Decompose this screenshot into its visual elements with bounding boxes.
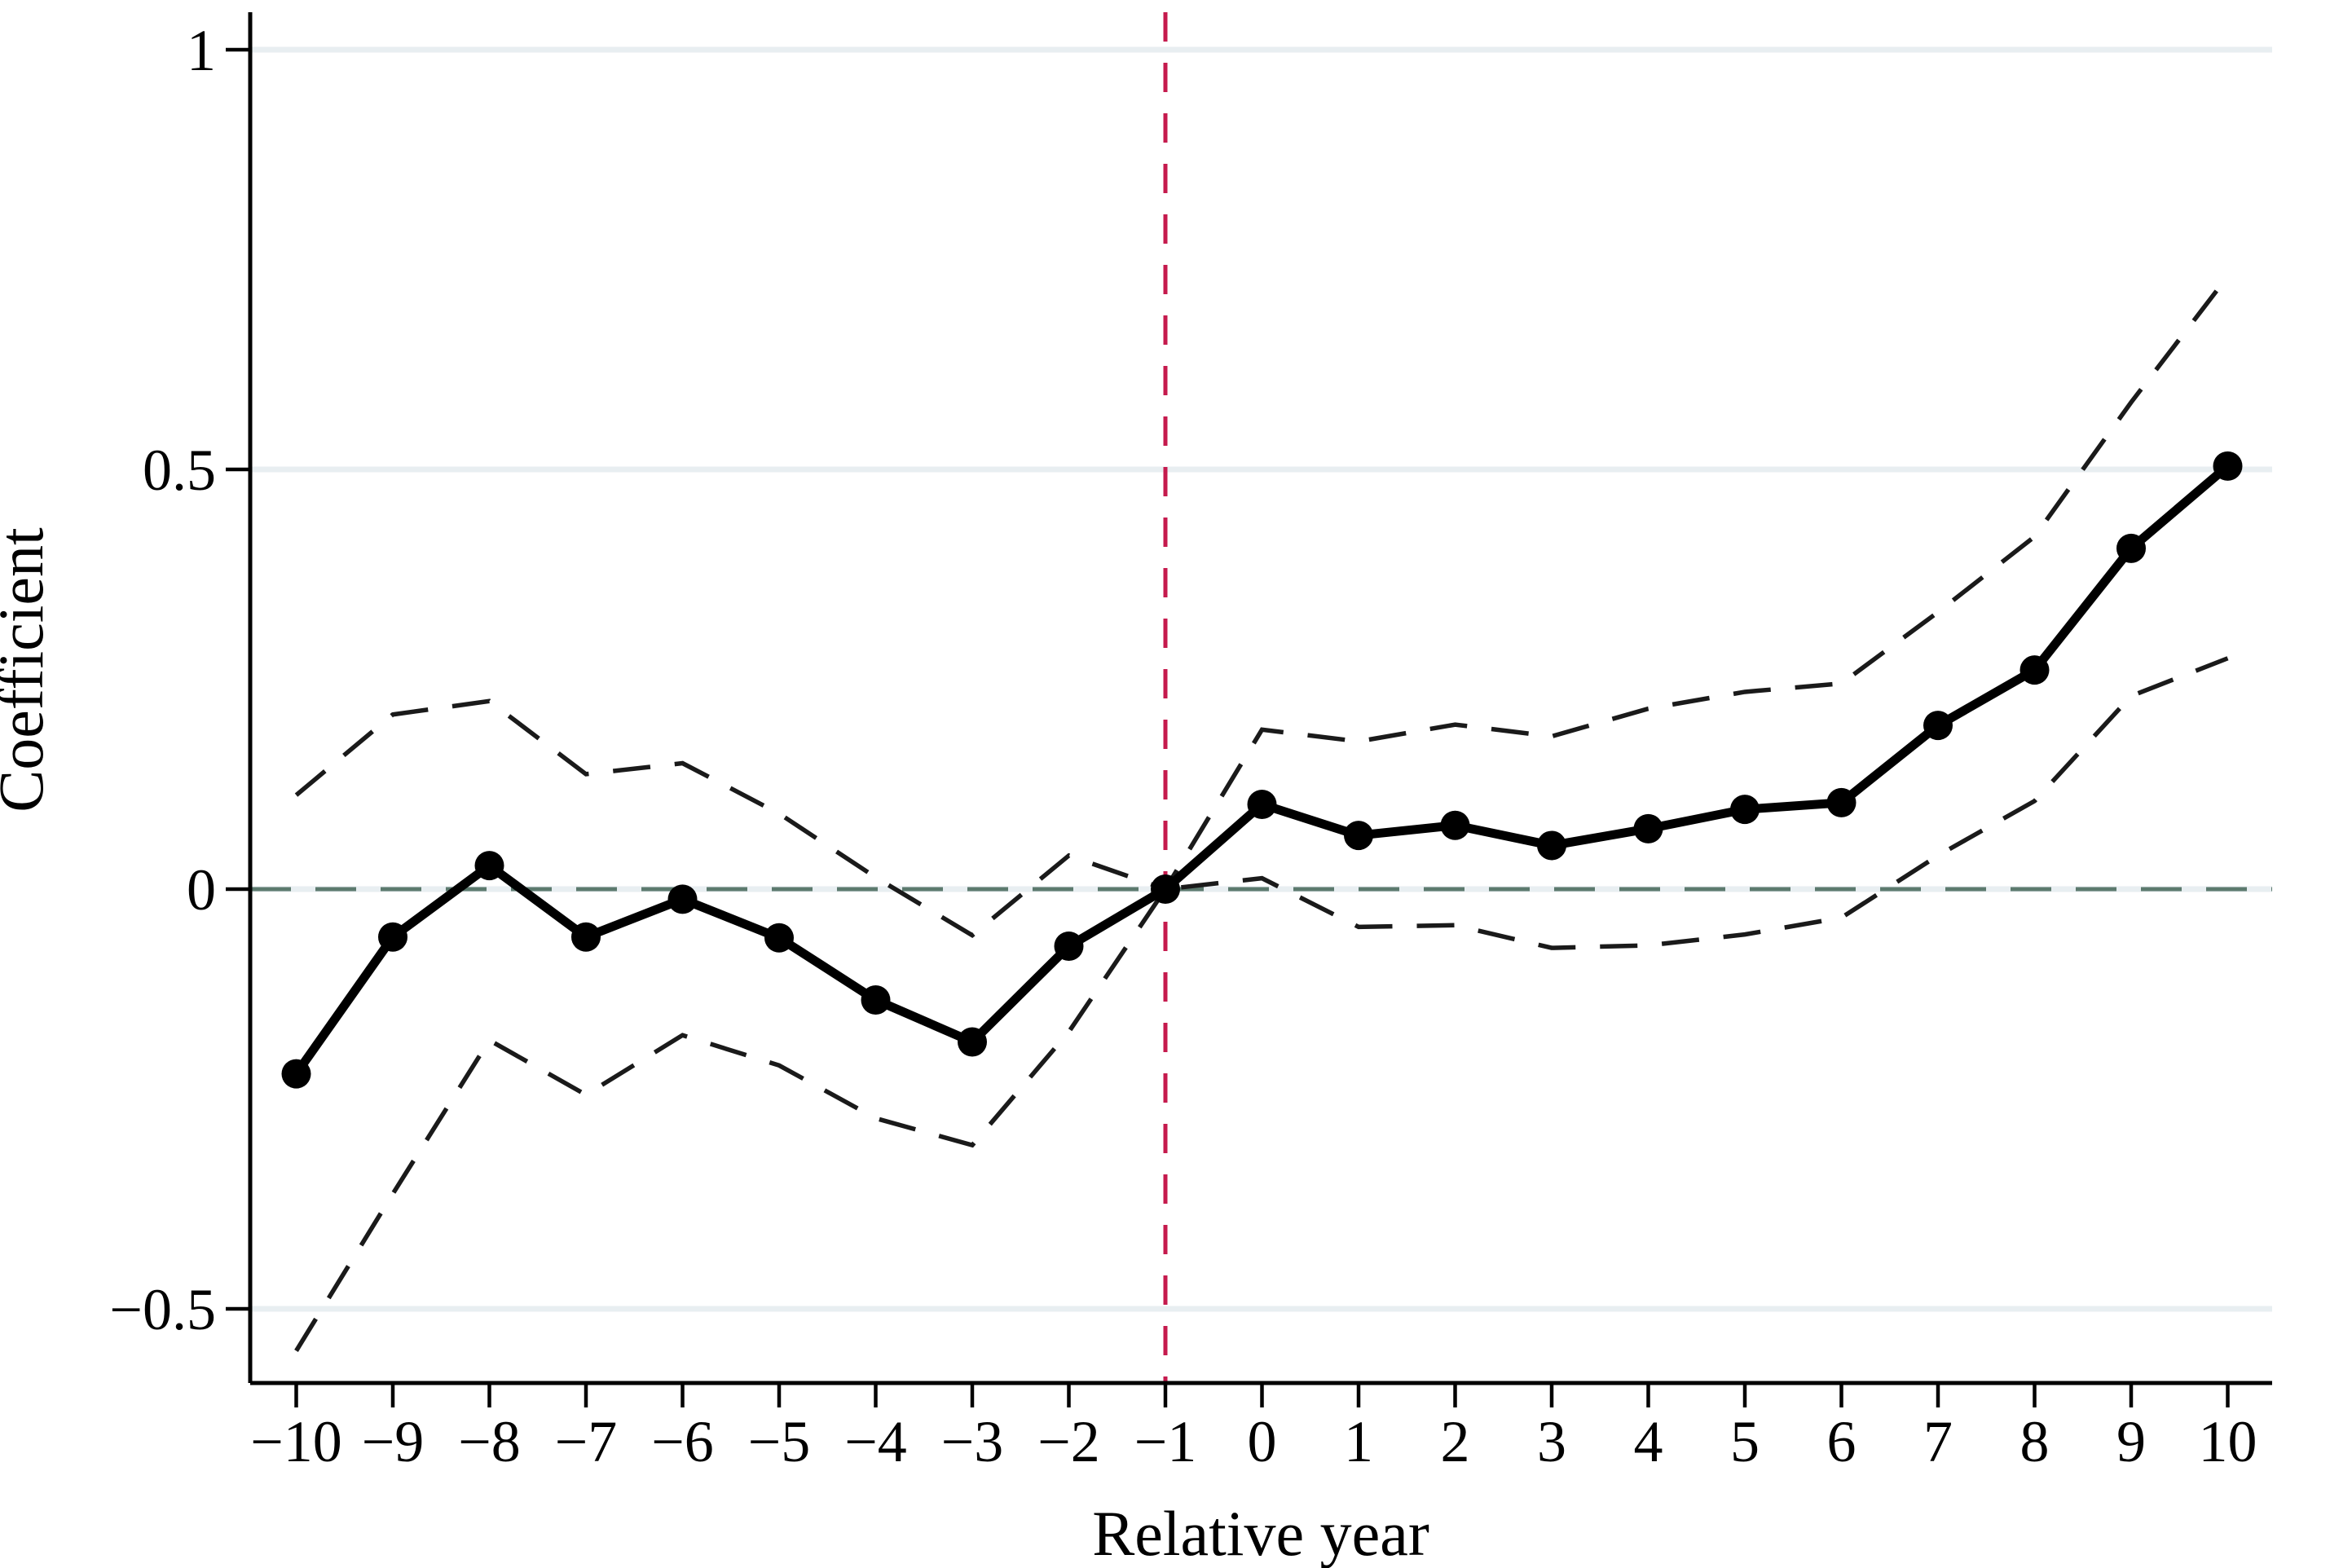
x-tick-label: 5 [1730, 1409, 1760, 1474]
x-tick-label: 6 [1827, 1409, 1857, 1474]
x-tick-label: 9 [2116, 1409, 2146, 1474]
y-tick-label: −0.5 [109, 1277, 216, 1342]
data-point-marker [281, 1059, 311, 1089]
y-tick-label: 0.5 [143, 438, 216, 503]
x-tick-label: −1 [1134, 1409, 1197, 1474]
y-axis-title: Coefficient [0, 527, 56, 813]
x-tick-label: 4 [1634, 1409, 1663, 1474]
data-point-marker [861, 984, 891, 1015]
data-point-marker [1923, 711, 1953, 741]
x-tick-label: 3 [1537, 1409, 1566, 1474]
ci-lower-line [294, 656, 2229, 1352]
confidence-interval-lines [294, 275, 2230, 1352]
data-point-marker [1054, 932, 1084, 962]
x-tick-label: 7 [1923, 1409, 1953, 1474]
data-point-marker [958, 1027, 987, 1057]
data-point-marker [2019, 655, 2050, 685]
coefficient-line [293, 462, 2231, 1077]
x-tick-label: 10 [2199, 1409, 2257, 1474]
y-tick-label: 0 [187, 857, 216, 923]
data-point-marker [764, 923, 794, 953]
x-tick-label: −6 [651, 1409, 714, 1474]
data-point-marker [1826, 787, 1857, 817]
data-point-marker [1151, 874, 1180, 904]
coefficient-markers [281, 451, 2243, 1089]
data-point-marker [1537, 830, 1566, 861]
data-point-marker [1440, 810, 1470, 840]
x-tick-label: 0 [1248, 1409, 1277, 1474]
axes [248, 12, 2272, 1385]
data-point-marker [2116, 533, 2146, 563]
ci-upper-line [294, 275, 2230, 939]
x-tick-label: 1 [1344, 1409, 1373, 1474]
x-tick-label: −7 [555, 1409, 618, 1474]
data-point-marker [378, 922, 407, 952]
data-point-marker [1633, 813, 1663, 843]
x-tick-label: −2 [1037, 1409, 1100, 1474]
x-tick-label: −3 [941, 1409, 1004, 1474]
data-point-marker [1344, 821, 1373, 851]
data-point-marker [1730, 795, 1760, 825]
data-point-marker [571, 922, 601, 952]
x-tick-label: −4 [844, 1409, 907, 1474]
x-axis-ticks: −10 −9 −8 −7 −6 −5 −4 −3 −2 −1 0 1 2 3 4 5 6 7 8 9 10 [250, 1383, 2257, 1474]
coefficient-line-path [293, 462, 2231, 1077]
data-point-marker [474, 851, 504, 881]
x-tick-label: −5 [748, 1409, 811, 1474]
x-tick-label: 8 [2020, 1409, 2050, 1474]
data-point-marker [2213, 451, 2243, 481]
horizontal-gridlines [250, 46, 2272, 1312]
x-tick-label: −10 [250, 1409, 342, 1474]
y-tick-label: 1 [187, 18, 216, 83]
x-tick-label: −8 [458, 1409, 521, 1474]
x-tick-label: 2 [1441, 1409, 1470, 1474]
x-tick-label: −9 [362, 1409, 425, 1474]
y-axis-ticks: 1 0.5 0 −0.5 [109, 18, 250, 1342]
data-point-marker [1247, 789, 1277, 819]
x-axis-title: Relative year [1092, 1498, 1429, 1568]
data-point-marker [667, 884, 698, 914]
